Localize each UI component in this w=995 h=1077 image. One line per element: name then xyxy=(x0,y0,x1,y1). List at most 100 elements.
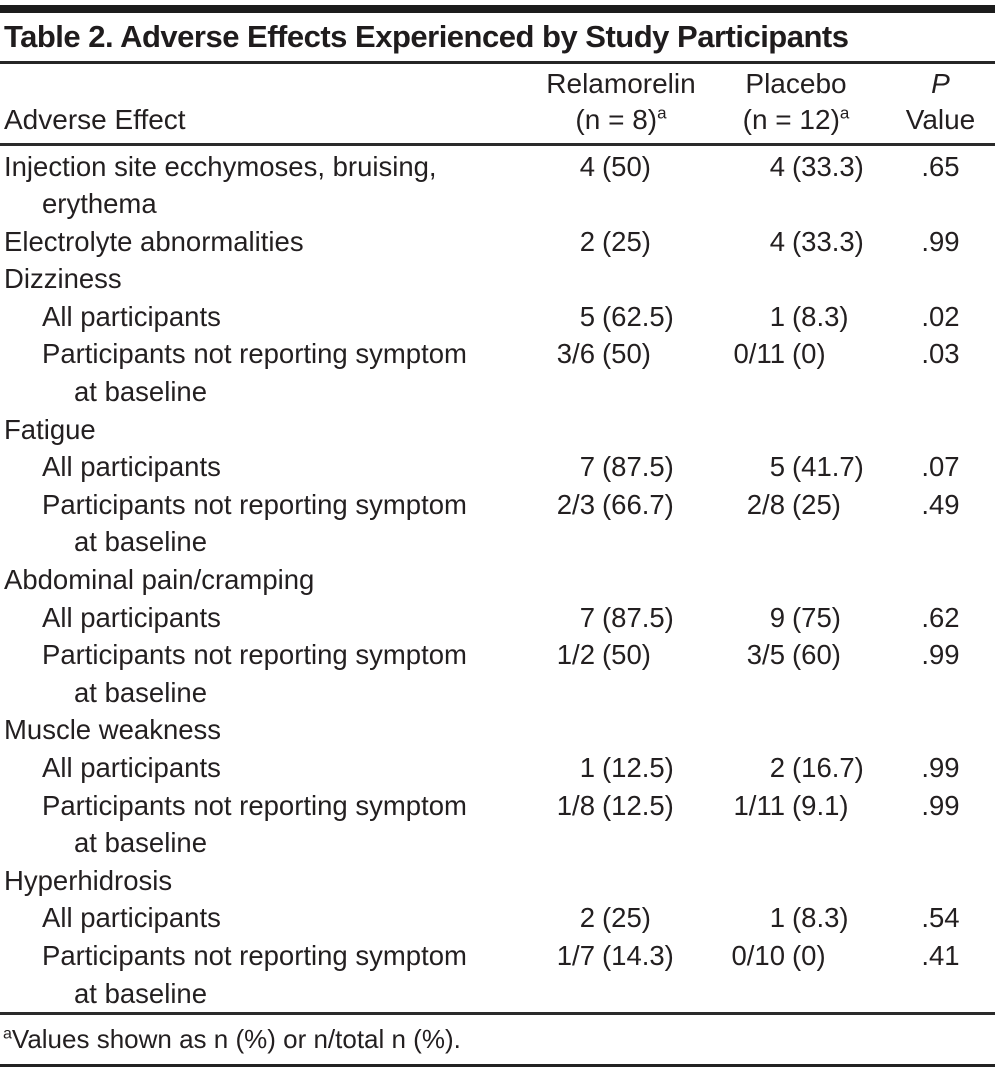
cell-placebo: 9 (75) xyxy=(706,599,886,637)
label-line: All participants xyxy=(42,902,221,934)
value-count: 1 xyxy=(769,902,785,934)
cell-adverse-effect: Participants not reporting symptom at bas… xyxy=(0,486,536,561)
table-row: Electrolyte abnormalities 2 (25) 4 (33.3) .99 xyxy=(0,223,995,261)
label-line: All participants xyxy=(42,451,221,483)
value-percent: (33.3) xyxy=(792,150,864,182)
value-percent: (50) xyxy=(602,338,651,370)
table-row: Participants not reporting symptom at bas… xyxy=(0,787,995,862)
table-row: All participants 7 (87.5) 9 (75) .62 xyxy=(0,599,995,637)
cell-p-value: .41 xyxy=(921,939,960,971)
footnote-marker: a xyxy=(657,103,667,123)
table-footnote: aValues shown as n (%) or n/total n (%). xyxy=(0,1015,995,1064)
table-row: All participants 2 (25) 1 (8.3) .54 xyxy=(0,899,995,937)
value-percent: (0) xyxy=(792,338,826,370)
table-row: Hyperhidrosis xyxy=(0,862,995,900)
cell-p-value: .99 xyxy=(921,752,960,783)
top-rule xyxy=(0,5,995,13)
cell-p-value: .62 xyxy=(921,601,960,633)
table-title: Table 2. Adverse Effects Experienced by … xyxy=(4,19,849,54)
cell-adverse-effect: Fatigue xyxy=(0,411,536,449)
cell-adverse-effect: Muscle weakness xyxy=(0,711,536,749)
value-percent: (41.7) xyxy=(792,451,864,483)
value-percent: (75) xyxy=(792,601,841,633)
footnote-marker: a xyxy=(3,1025,12,1042)
value-count: 1/11 xyxy=(733,789,785,821)
label-line: Participants not reporting symptom xyxy=(42,789,467,821)
value-percent: (87.5) xyxy=(602,451,674,483)
label-line-continuation: at baseline xyxy=(74,676,208,708)
cell-relamorelin: 2 (25) xyxy=(536,223,706,261)
cell-adverse-effect: Participants not reporting symptom at bas… xyxy=(0,335,536,410)
column-header-placebo-line2: (n = 12)a xyxy=(742,103,850,135)
value-count: 3/6 xyxy=(556,338,595,370)
cell-adverse-effect: All participants xyxy=(0,298,536,336)
table-row: Abdominal pain/cramping xyxy=(0,561,995,599)
cell-placebo: 0/10 (0) xyxy=(706,937,886,975)
footnote-marker: a xyxy=(839,103,850,123)
cell-relamorelin: 1/2 (50) xyxy=(536,636,706,674)
value-percent: (12.5) xyxy=(602,752,674,783)
value-percent: (9.1) xyxy=(792,789,849,821)
title-rule xyxy=(0,61,995,64)
label-line: Participants not reporting symptom xyxy=(42,639,467,671)
label-line: Hyperhidrosis xyxy=(4,864,173,896)
cell-adverse-effect: All participants xyxy=(0,599,536,637)
value-count: 4 xyxy=(769,225,785,257)
value-count: 2 xyxy=(579,902,595,934)
table-row: Participants not reporting symptom at bas… xyxy=(0,486,995,561)
label-line: Dizziness xyxy=(4,263,122,295)
column-header-p-value: P Value xyxy=(886,66,995,138)
table-body: Injection site ecchymoses, bruising, eryt… xyxy=(0,146,995,1013)
cell-relamorelin: 5 (62.5) xyxy=(536,298,706,336)
cell-placebo: 1 (8.3) xyxy=(706,298,886,336)
cell-placebo: 4 (33.3) xyxy=(706,148,886,186)
value-percent: (8.3) xyxy=(792,300,849,332)
label-line-continuation: at baseline xyxy=(74,827,208,859)
value-count: 0/10 xyxy=(731,939,785,971)
value-percent: (66.7) xyxy=(602,488,674,520)
label-line: Fatigue xyxy=(4,413,96,445)
label-line: Participants not reporting symptom xyxy=(42,338,467,370)
value-count: 4 xyxy=(769,150,785,182)
cell-placebo: 5 (41.7) xyxy=(706,448,886,486)
table-row: Participants not reporting symptom at bas… xyxy=(0,335,995,410)
cell-placebo: 0/11 (0) xyxy=(706,335,886,373)
cell-placebo: 1/11 (9.1) xyxy=(706,787,886,825)
bottom-rule xyxy=(0,1063,995,1068)
cell-relamorelin: 2/3 (66.7) xyxy=(536,486,706,524)
table-row: All participants 7 (87.5) 5 (41.7) .07 xyxy=(0,448,995,486)
value-percent: (50) xyxy=(602,150,651,182)
cell-adverse-effect: Dizziness xyxy=(0,260,536,298)
value-count: 1 xyxy=(769,300,785,332)
label-line: Participants not reporting symptom xyxy=(42,939,467,971)
table-row: Fatigue xyxy=(0,411,995,449)
cell-adverse-effect: Electrolyte abnormalities xyxy=(0,223,536,261)
value-count: 5 xyxy=(579,300,595,332)
value-percent: (25) xyxy=(792,488,841,520)
table-row: All participants 5 (62.5) 1 (8.3) .02 xyxy=(0,298,995,336)
footnote-text: Values shown as n (%) or n/total n (%). xyxy=(11,1023,461,1054)
table-row: Participants not reporting symptom at bas… xyxy=(0,636,995,711)
cell-p-value: .99 xyxy=(921,639,960,671)
value-percent: (60) xyxy=(792,639,841,671)
value-count: 1/2 xyxy=(556,639,595,671)
cell-adverse-effect: All participants xyxy=(0,749,536,787)
cell-placebo: 2/8 (25) xyxy=(706,486,886,524)
column-header-relamorelin: Relamorelin (n = 8)a xyxy=(536,66,706,138)
value-count: 2 xyxy=(769,752,785,783)
cell-p-value: .49 xyxy=(921,488,960,520)
value-count: 2 xyxy=(579,225,595,257)
value-count: 2/3 xyxy=(556,488,595,520)
value-percent: (87.5) xyxy=(602,601,674,633)
label-line: All participants xyxy=(42,752,221,783)
table-header-row: Adverse Effect Relamorelin (n = 8)a Plac… xyxy=(0,64,995,143)
label-line: Electrolyte abnormalities xyxy=(4,225,304,257)
cell-relamorelin: 1/7 (14.3) xyxy=(536,937,706,975)
column-header-relamorelin-line2: (n = 8)a xyxy=(575,103,667,135)
cell-adverse-effect: Participants not reporting symptom at bas… xyxy=(0,787,536,862)
value-count: 9 xyxy=(769,601,785,633)
label-line-continuation: at baseline xyxy=(74,376,208,408)
column-header-p-line1: P xyxy=(931,68,950,99)
label-line: All participants xyxy=(42,601,221,633)
